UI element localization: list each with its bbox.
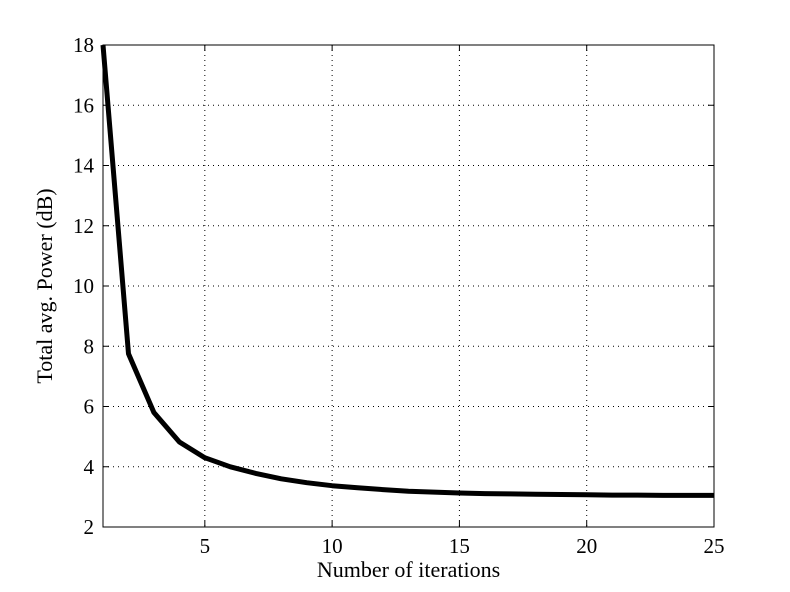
axis-ticks <box>103 44 715 528</box>
y-tick-label: 8 <box>84 334 95 358</box>
x-tick-label: 10 <box>322 534 343 558</box>
x-tick-label: 15 <box>449 534 470 558</box>
x-tick-label: 5 <box>200 534 211 558</box>
x-tick-label: 20 <box>576 534 597 558</box>
x-tick-label: 25 <box>704 534 725 558</box>
y-tick-label: 16 <box>73 93 94 117</box>
series-line <box>100 44 714 498</box>
y-tick-label: 12 <box>73 214 94 238</box>
grid-lines <box>103 45 714 527</box>
y-tick-label: 4 <box>84 455 95 479</box>
tick-labels: 5 10 15 20 25 2 4 6 8 10 12 14 16 18 <box>73 33 725 558</box>
y-tick-label: 18 <box>73 33 94 57</box>
y-tick-label: 6 <box>84 395 95 419</box>
x-axis-label: Number of iterations <box>317 557 500 582</box>
y-tick-label: 2 <box>84 515 95 539</box>
series-layer <box>100 44 714 498</box>
y-tick-label: 10 <box>73 274 94 298</box>
y-axis-label: Total avg. Power (dB) <box>32 188 57 383</box>
y-tick-label: 14 <box>73 154 95 178</box>
